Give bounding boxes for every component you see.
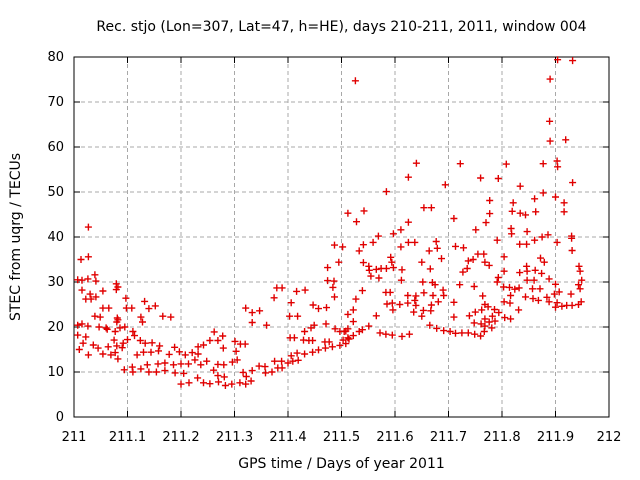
x-tick-label: 211.2 bbox=[162, 430, 199, 445]
x-tick-label: 211.6 bbox=[376, 430, 413, 445]
x-tick-label: 211.7 bbox=[430, 430, 467, 445]
y-tick-label: 40 bbox=[47, 230, 64, 245]
data-points bbox=[74, 56, 586, 389]
y-tick-label: 80 bbox=[47, 50, 64, 65]
y-axis-label: STEC from uqrg / TECUs bbox=[8, 152, 24, 322]
y-tick-label: 10 bbox=[47, 365, 64, 380]
y-tick-label: 0 bbox=[56, 410, 64, 425]
y-tick-label: 70 bbox=[47, 95, 64, 110]
x-tick-label: 211.1 bbox=[109, 430, 146, 445]
x-tick-label: 211 bbox=[62, 430, 87, 445]
x-axis-label: GPS time / Days of year 2011 bbox=[238, 456, 445, 472]
x-tick-label: 211.3 bbox=[216, 430, 253, 445]
x-tick-label: 211.5 bbox=[323, 430, 360, 445]
x-tick-label: 211.9 bbox=[537, 430, 574, 445]
y-tick-label: 60 bbox=[47, 140, 64, 155]
y-tick-label: 50 bbox=[47, 185, 64, 200]
y-tick-label: 30 bbox=[47, 275, 64, 290]
chart-title: Rec. stjo (Lon=307, Lat=47, h=HE), days … bbox=[96, 19, 587, 35]
x-tick-label: 212 bbox=[597, 430, 622, 445]
x-tick-label: 211.4 bbox=[269, 430, 306, 445]
x-tick-label: 211.8 bbox=[483, 430, 520, 445]
y-tick-label: 20 bbox=[47, 320, 64, 335]
